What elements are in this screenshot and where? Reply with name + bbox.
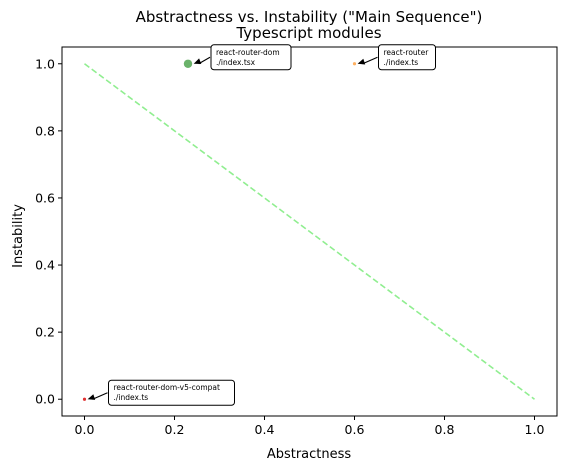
y-tick-label: 0.0: [35, 392, 55, 407]
chart-subtitle: Typescript modules: [235, 24, 381, 42]
annotation-box: [108, 379, 235, 406]
annotation-module-name: react-router-dom-v5-compat: [114, 383, 220, 392]
y-tick-label: 0.4: [35, 258, 55, 273]
x-tick-label: 1.0: [525, 422, 545, 437]
main-sequence-line: [84, 63, 535, 400]
y-tick-label: 0.6: [35, 190, 55, 205]
annotation-box: [210, 44, 292, 71]
annotation-module-name: react-router: [384, 48, 430, 57]
annotation-arrowhead: [87, 394, 96, 400]
y-tick-label: 1.0: [35, 56, 55, 71]
annotation-module-file: ./index.tsx: [216, 58, 256, 67]
annotation-module-name: react-router-dom: [216, 48, 280, 57]
x-tick-label: 0.4: [255, 422, 275, 437]
x-tick-label: 0.8: [435, 422, 455, 437]
y-tick-label: 0.2: [35, 325, 55, 340]
annotation-module-file: ./index.ts: [384, 58, 419, 67]
y-axis-label: Instability: [11, 204, 26, 268]
annotation-arrow: [92, 392, 108, 400]
x-tick-label: 0.2: [165, 422, 185, 437]
annotation-box: [378, 44, 436, 71]
x-tick-label: 0.0: [75, 422, 95, 437]
x-tick-label: 0.6: [345, 422, 365, 437]
chart-title: Abstractness vs. Instability ("Main Sequ…: [136, 8, 483, 26]
x-axis-label: Abstractness: [267, 447, 352, 462]
annotation-module-file: ./index.ts: [114, 393, 149, 402]
data-point: [352, 62, 357, 66]
data-point: [82, 397, 87, 401]
y-tick-label: 0.8: [35, 123, 55, 138]
annotation-arrow: [362, 56, 378, 65]
data-point: [183, 59, 193, 68]
annotation-arrowhead: [357, 58, 366, 65]
annotation-arrowhead: [193, 58, 202, 64]
